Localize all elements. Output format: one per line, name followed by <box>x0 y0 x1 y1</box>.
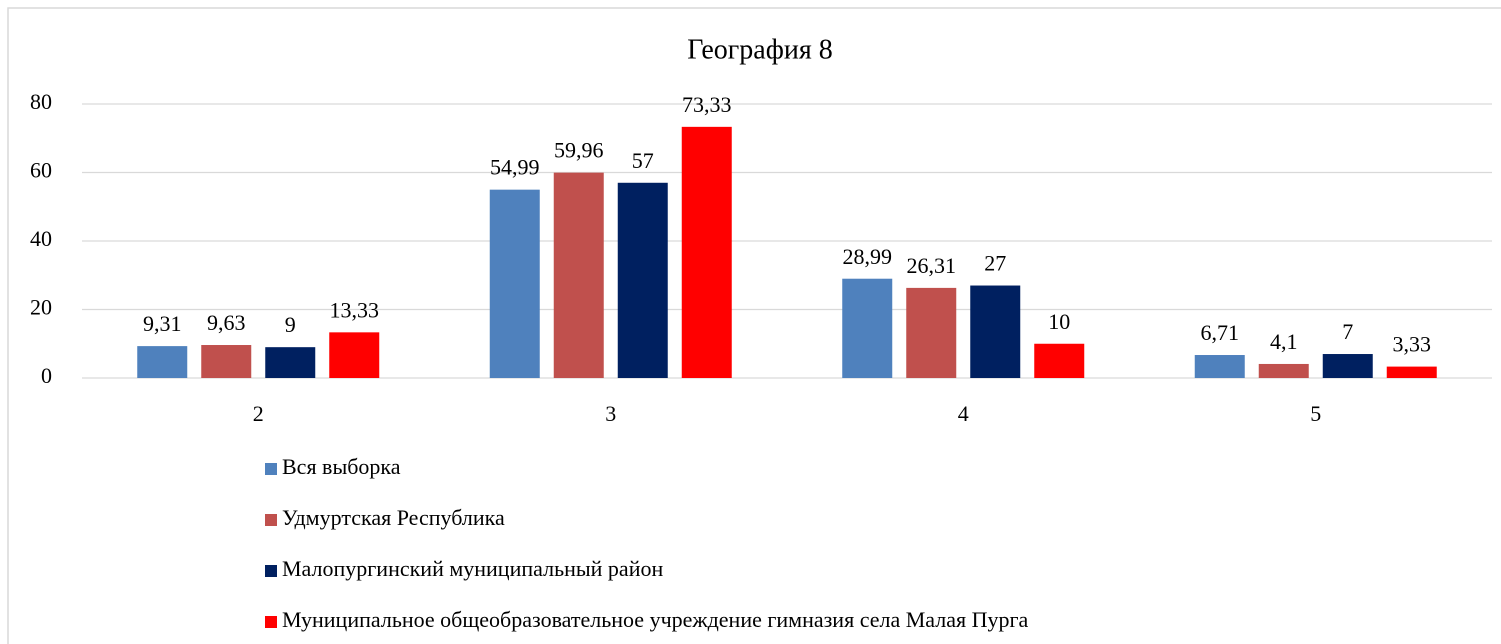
bar <box>681 126 732 378</box>
y-tick-label: 0 <box>41 363 52 388</box>
data-label: 9,31 <box>143 311 182 336</box>
data-label: 7 <box>1342 319 1353 344</box>
legend-label: Малопургинский муниципальный район <box>282 556 663 581</box>
bar <box>1386 366 1437 378</box>
legend-label: Муниципальное общеобразовательное учрежд… <box>282 607 1029 632</box>
data-label: 6,71 <box>1201 320 1240 345</box>
data-label: 73,33 <box>682 92 732 117</box>
bar <box>906 287 957 378</box>
data-label: 9 <box>285 312 296 337</box>
data-label: 4,1 <box>1270 329 1298 354</box>
x-tick-label: 2 <box>253 401 264 426</box>
legend-swatch <box>265 616 277 628</box>
data-label: 27 <box>984 251 1006 276</box>
y-tick-label: 40 <box>30 226 52 251</box>
bar <box>1194 355 1245 378</box>
data-label: 57 <box>632 148 654 173</box>
data-label: 26,31 <box>907 253 957 278</box>
bar <box>329 332 380 378</box>
legend-swatch <box>265 514 277 526</box>
bar <box>842 278 893 378</box>
data-label: 3,33 <box>1393 332 1432 357</box>
bar <box>1034 343 1085 378</box>
chart-border <box>7 7 1501 644</box>
bar <box>970 285 1021 378</box>
data-label: 10 <box>1048 309 1070 334</box>
y-tick-label: 20 <box>30 295 52 320</box>
data-label: 28,99 <box>843 244 893 269</box>
x-tick-label: 4 <box>958 401 969 426</box>
data-label: 9,63 <box>207 310 246 335</box>
bar <box>489 189 540 378</box>
bar <box>265 347 316 378</box>
bar <box>553 172 604 378</box>
legend-label: Удмуртская Республика <box>282 505 505 530</box>
data-label: 59,96 <box>554 138 604 163</box>
bar <box>1322 354 1373 378</box>
data-label: 54,99 <box>490 155 540 180</box>
bar <box>137 346 188 378</box>
chart-title: География 8 <box>687 34 832 65</box>
legend-swatch <box>265 463 277 475</box>
data-label: 13,33 <box>330 297 380 322</box>
bar <box>1258 363 1309 378</box>
y-tick-label: 80 <box>30 89 52 114</box>
legend-label: Вся выборка <box>282 454 401 479</box>
y-tick-label: 60 <box>30 158 52 183</box>
legend-swatch <box>265 565 277 577</box>
bar <box>617 182 668 378</box>
x-tick-label: 5 <box>1310 401 1321 426</box>
x-tick-label: 3 <box>605 401 616 426</box>
bar <box>201 345 252 378</box>
